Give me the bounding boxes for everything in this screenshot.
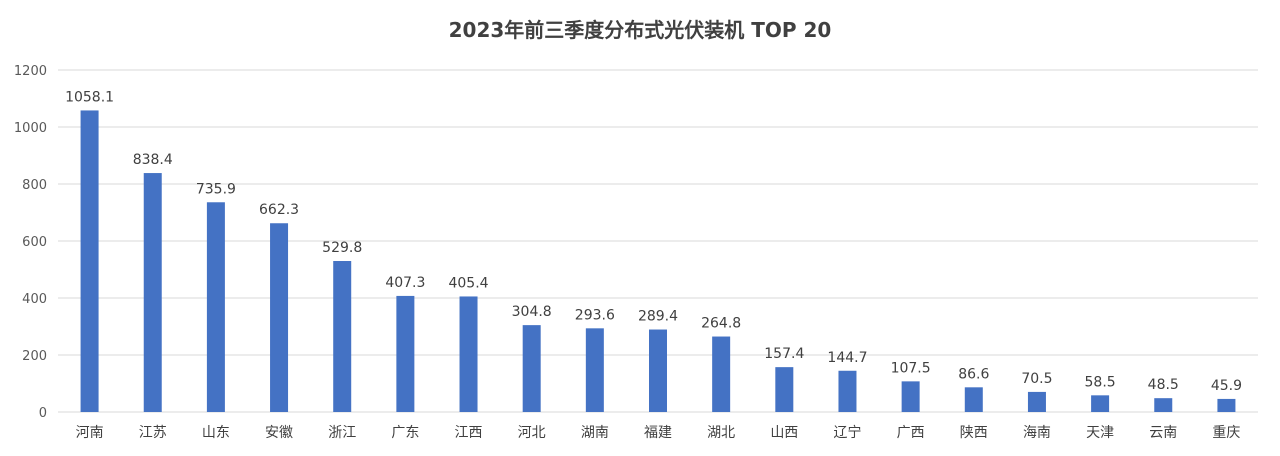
y-tick-label: 1000 <box>14 121 47 136</box>
x-tick-label: 广西 <box>897 425 925 441</box>
x-axis: 河南 江苏 山东 安徽 浙江 广东 江西 河北 湖南 福建 湖北 山西 辽宁 广西 陕西 海南 天津 云南 重庆 <box>76 424 1241 441</box>
bar <box>712 336 731 412</box>
data-label: 407.3 <box>385 275 425 291</box>
bar <box>649 329 667 412</box>
data-label: 58.5 <box>1085 374 1116 390</box>
y-tick-label: 600 <box>22 235 47 250</box>
y-tick-label: 0 <box>39 406 47 421</box>
bar <box>585 328 604 412</box>
bar <box>522 325 541 412</box>
bar <box>775 367 794 412</box>
bar <box>1027 391 1046 412</box>
data-label: 86.6 <box>958 366 989 382</box>
x-tick-label: 湖北 <box>707 425 735 441</box>
data-label: 70.5 <box>1021 371 1052 387</box>
data-label: 304.8 <box>512 304 552 320</box>
x-tick-label: 云南 <box>1149 425 1177 441</box>
bars <box>80 110 1236 412</box>
bar <box>964 387 983 412</box>
x-tick-label: 河南 <box>76 425 104 441</box>
x-tick-label: 安徽 <box>265 425 293 441</box>
x-tick-label: 辽宁 <box>833 424 861 441</box>
y-tick-label: 800 <box>22 178 47 193</box>
x-tick-label: 浙江 <box>328 425 356 441</box>
data-labels: 1058.1 838.4 735.9 662.3 529.8 407.3 405.4 304.… <box>65 89 1242 393</box>
data-label: 405.4 <box>448 275 488 291</box>
x-tick-label: 福建 <box>644 425 672 441</box>
bar <box>333 261 352 412</box>
bar <box>270 223 289 412</box>
data-label: 45.9 <box>1211 378 1242 394</box>
data-label: 289.4 <box>638 309 678 325</box>
y-tick-label: 1200 <box>14 64 47 79</box>
x-tick-label: 海南 <box>1023 425 1051 441</box>
bar <box>396 295 415 412</box>
data-label: 662.3 <box>259 202 299 218</box>
data-label: 107.5 <box>891 360 931 376</box>
data-label: 293.6 <box>575 307 615 323</box>
data-label: 144.7 <box>827 350 867 366</box>
data-label: 157.4 <box>764 346 804 362</box>
data-label: 48.5 <box>1148 377 1179 393</box>
data-label: 735.9 <box>196 181 236 197</box>
y-tick-label: 200 <box>22 349 47 364</box>
data-label: 264.8 <box>701 316 741 332</box>
x-tick-label: 河北 <box>518 425 546 441</box>
x-tick-label: 湖南 <box>581 425 609 441</box>
x-tick-label: 广东 <box>391 425 419 441</box>
chart-title: 2023年前三季度分布式光伏装机 TOP 20 <box>448 18 832 42</box>
data-label: 838.4 <box>133 152 173 168</box>
x-tick-label: 山西 <box>770 425 798 441</box>
bar <box>459 296 478 412</box>
bar <box>1217 398 1236 412</box>
y-axis: 0 200 400 600 800 1000 1200 <box>14 64 47 421</box>
bar <box>206 202 225 412</box>
bar <box>1091 395 1110 412</box>
x-tick-label: 山东 <box>202 425 230 441</box>
x-tick-label: 重庆 <box>1212 425 1240 441</box>
y-tick-label: 400 <box>22 292 47 307</box>
x-tick-label: 天津 <box>1086 425 1114 441</box>
bar <box>80 110 99 412</box>
bar <box>143 173 162 412</box>
bar <box>838 370 857 412</box>
x-tick-label: 江西 <box>455 425 483 441</box>
data-label: 1058.1 <box>65 89 114 105</box>
x-tick-label: 江苏 <box>139 425 167 441</box>
bar <box>901 381 920 412</box>
x-tick-label: 陕西 <box>960 425 988 441</box>
bar <box>1154 398 1173 412</box>
data-label: 529.8 <box>322 240 362 256</box>
